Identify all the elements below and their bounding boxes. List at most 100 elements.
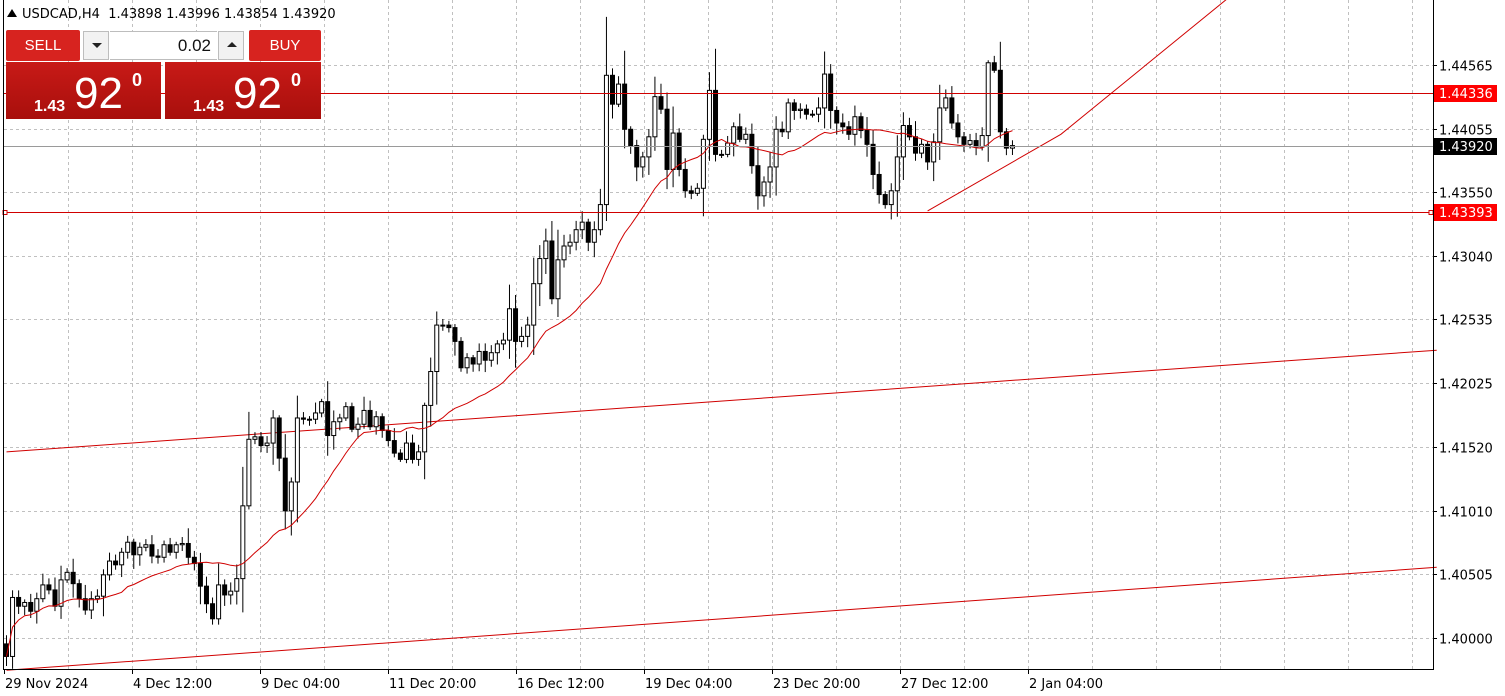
buy-price-box[interactable]: 1.43 92 0	[165, 62, 321, 119]
candle	[961, 131, 967, 152]
moving-average	[6, 128, 1013, 657]
candle	[755, 146, 761, 210]
current-price-label: 1.43920	[1439, 140, 1493, 155]
candle	[22, 599, 28, 616]
candle-body-bull	[40, 584, 46, 600]
candle	[452, 324, 458, 356]
candle-body-bull	[161, 544, 167, 558]
candle	[313, 402, 319, 425]
candle	[622, 50, 628, 149]
candle	[834, 106, 840, 135]
candle-body-bear	[300, 417, 306, 420]
candle	[991, 55, 997, 73]
candle	[543, 228, 549, 274]
candle-body-bull	[519, 335, 525, 342]
candle	[997, 41, 1003, 139]
candle-body-bear	[610, 74, 615, 105]
candle-body-bull	[943, 97, 949, 109]
support-price-label: 1.43393	[1439, 206, 1493, 221]
volume-input[interactable]	[110, 31, 217, 60]
candle	[240, 466, 246, 613]
candle-body-bear	[185, 542, 191, 558]
sell-price-pips: 92	[74, 69, 123, 118]
candle-body-bull	[809, 113, 815, 116]
candle	[252, 432, 258, 445]
candle-body-bear	[155, 555, 161, 558]
candle	[264, 436, 270, 453]
candle	[416, 444, 422, 466]
candle-body-bull	[937, 107, 943, 143]
candle-body-bear	[949, 97, 955, 124]
candle	[28, 593, 34, 619]
candle	[385, 425, 391, 447]
candle-body-bear	[549, 240, 555, 300]
candle-body-bull	[591, 229, 597, 243]
candle-body-bear	[391, 440, 397, 454]
candle-body-bear	[913, 136, 918, 154]
candle-body-bull	[543, 240, 549, 260]
time-axis-label: 23 Dec 20:00	[773, 677, 860, 692]
sell-price-box[interactable]: 1.43 92 0	[6, 62, 161, 119]
price-axis-label: 1.43040	[1439, 251, 1493, 266]
candle	[664, 92, 670, 190]
candle	[107, 552, 113, 581]
candle	[422, 402, 428, 480]
candle-body-bull	[579, 221, 585, 231]
candle	[228, 582, 234, 605]
candle-body-bear	[397, 452, 403, 460]
candle-body-bull	[288, 481, 294, 512]
candle-body-bear	[834, 109, 840, 124]
buy-price-pips: 92	[233, 69, 282, 118]
candle-body-bear	[882, 194, 888, 206]
candle-body-bull	[537, 258, 543, 285]
candle-body-bull	[252, 436, 258, 440]
candle-body-bull	[403, 442, 409, 460]
candle	[858, 112, 864, 139]
candle-body-bull	[428, 371, 434, 406]
price-axis-label: 1.40505	[1439, 569, 1493, 584]
candle-body-bull	[725, 142, 731, 155]
candle-body-bear	[1003, 131, 1009, 149]
candle	[337, 413, 343, 431]
candle	[743, 127, 749, 145]
candle-body-bear	[858, 116, 864, 132]
candle	[506, 284, 512, 359]
candle	[88, 591, 94, 620]
price-axis-label: 1.40000	[1439, 633, 1493, 648]
time-axis-label: 16 Dec 12:00	[517, 677, 604, 692]
buy-button[interactable]: BUY	[249, 30, 321, 61]
candle	[676, 128, 682, 177]
candle-body-bear	[458, 340, 464, 369]
candle-body-bear	[876, 173, 882, 196]
candle-body-bull	[137, 546, 143, 556]
chart-menu-triangle-icon[interactable]	[7, 9, 17, 17]
candle-body-bear	[76, 583, 82, 600]
candle-body-bull	[343, 406, 349, 419]
candle-body-bear	[682, 168, 688, 192]
candle	[985, 60, 991, 162]
chevron-up-icon	[227, 42, 237, 47]
candle-body-bear	[622, 83, 628, 130]
candle	[288, 477, 294, 536]
candle	[294, 395, 300, 523]
candle-body-bear	[973, 140, 979, 148]
candle-body-bull	[434, 324, 440, 373]
candle-body-bull	[694, 187, 700, 194]
candle-body-bear	[325, 401, 331, 437]
sell-button[interactable]: SELL	[6, 30, 80, 61]
volume-increase-button[interactable]	[218, 31, 244, 60]
candle	[246, 411, 252, 510]
candle-body-bull	[307, 418, 312, 421]
candle	[955, 114, 961, 144]
candle-body-bear	[791, 102, 797, 111]
candle	[719, 149, 725, 159]
candle	[397, 449, 403, 462]
candle	[852, 105, 858, 146]
volume-decrease-button[interactable]	[83, 31, 109, 60]
candle-body-bull	[88, 598, 94, 611]
time-axis-label: 11 Dec 20:00	[389, 677, 476, 692]
candle	[888, 183, 894, 220]
candle	[937, 84, 943, 160]
candle-body-bear	[349, 406, 355, 430]
